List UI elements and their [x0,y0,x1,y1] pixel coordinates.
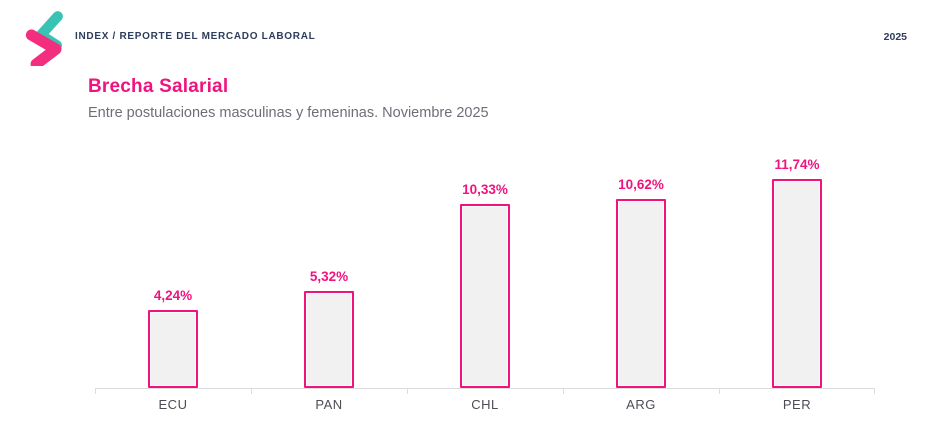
brand-logo-icon [25,11,63,66]
x-axis-label-pan: PAN [315,397,343,412]
axis-tick [874,389,875,394]
breadcrumb[interactable]: INDEX / REPORTE DEL MERCADO LABORAL [75,31,316,42]
axis-tick [251,389,252,394]
x-axis-ticks [95,389,875,395]
bar-value-label: 11,74% [774,157,820,172]
x-axis-label-ecu: ECU [158,397,188,412]
x-axis-label-chl: CHL [471,397,499,412]
axis-tick [95,389,96,394]
bar-value-label: 4,24% [153,288,193,303]
axis-tick [719,389,720,394]
bar-pan[interactable] [304,291,354,388]
header-year: 2025 [883,31,907,43]
page-subtitle: Entre postulaciones masculinas y femenin… [88,105,489,121]
bar-ecu[interactable] [148,310,198,388]
page-title: Brecha Salarial [88,76,229,97]
bar-column-ecu: 4,24% [95,288,251,388]
bar-chl[interactable] [460,204,510,388]
bar-column-per: 11,74% [719,157,875,388]
x-axis-labels: ECU PAN CHL ARG PER [95,397,875,412]
bar-column-chl: 10,33% [407,182,563,388]
bar-column-arg: 10,62% [563,177,719,388]
axis-tick [563,389,564,394]
axis-tick [407,389,408,394]
x-axis-label-per: PER [782,397,812,412]
bar-value-label: 5,32% [309,269,349,284]
chart-plot-area: 4,24% 5,32% 10,33% 10,62% 11,74% [95,157,875,389]
bar-per[interactable] [772,179,822,388]
header: INDEX / REPORTE DEL MERCADO LABORAL 2025 [0,0,940,70]
bar-value-label: 10,62% [618,177,664,192]
title-block: Brecha Salarial Entre postulaciones masc… [88,76,489,121]
bar-chart: 4,24% 5,32% 10,33% 10,62% 11,74% ECU PAN CHL AR… [95,157,875,412]
bar-arg[interactable] [616,199,666,388]
bar-value-label: 10,33% [462,182,508,197]
x-axis-label-arg: ARG [626,397,656,412]
bar-column-pan: 5,32% [251,269,407,388]
